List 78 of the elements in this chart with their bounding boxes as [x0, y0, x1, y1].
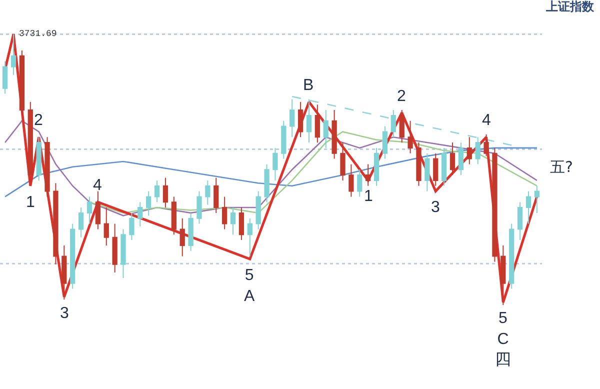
candlestick [374, 147, 380, 186]
candlestick [78, 207, 84, 238]
candlestick [450, 142, 456, 176]
candlestick [517, 202, 523, 241]
candlestick [86, 196, 92, 224]
candlestick [500, 244, 506, 306]
candlestick [382, 126, 388, 160]
annotation: 1 [26, 194, 35, 211]
annotation: 4 [482, 112, 491, 129]
candlestick [509, 223, 514, 290]
candlestick [70, 223, 76, 290]
candlestick [36, 136, 42, 181]
candlestick [205, 180, 210, 206]
candlestick [424, 152, 430, 192]
candlestick [104, 207, 109, 246]
candlestick [214, 177, 219, 214]
annotation: 4 [93, 177, 102, 194]
candlestick [390, 110, 396, 138]
candlestick [526, 190, 532, 224]
candlestick [366, 164, 371, 186]
candlestick [534, 185, 540, 214]
candlestick [340, 142, 346, 181]
candlestick [484, 134, 489, 157]
candlestick [247, 218, 252, 257]
candlestick [357, 169, 362, 198]
candlestick [138, 202, 143, 227]
candlestick [348, 164, 354, 198]
annotation: 3 [431, 199, 440, 216]
text: 上证指数 [545, 0, 595, 14]
annotation: 3731.69 [19, 29, 57, 39]
candlestick [314, 104, 320, 144]
text: 五? [550, 158, 573, 176]
candlestick [180, 218, 185, 257]
candlestick [222, 196, 228, 230]
candlestick [230, 207, 236, 236]
annotation: 2 [397, 88, 406, 105]
candlestick [95, 190, 100, 230]
candlestick [154, 180, 160, 203]
candlestick [196, 190, 202, 224]
candlestick [290, 98, 295, 138]
candlestick [416, 142, 422, 186]
annotation: 5 C 四 [495, 310, 511, 369]
candlestick [146, 190, 152, 216]
candlestick [162, 177, 168, 208]
candlestick [238, 207, 244, 241]
candlestick [2, 60, 8, 94]
candlestick [188, 212, 194, 252]
candlestick [112, 223, 118, 274]
candlestick [281, 120, 286, 160]
candlestick [475, 136, 480, 165]
candlestick [272, 147, 278, 181]
candlestick [433, 152, 438, 186]
candlestick [306, 98, 312, 144]
annotation: 3 [60, 305, 69, 322]
candlestick [466, 136, 472, 165]
candlestick [408, 120, 413, 154]
candlestick [492, 147, 498, 262]
annotation: 2 [34, 112, 43, 129]
candlestick [53, 182, 58, 265]
candlestick [28, 101, 33, 184]
candlestick [332, 110, 337, 160]
annotation: 5 A [244, 267, 255, 305]
candlestick [399, 110, 404, 144]
candlestick [129, 212, 134, 241]
annotation: B [303, 77, 314, 94]
candlestick [442, 147, 447, 186]
candlestick [264, 164, 270, 203]
candlestick [298, 101, 304, 138]
candlestick [120, 228, 126, 278]
candlestick [62, 244, 67, 300]
candlestick [44, 136, 50, 198]
annotation: 1 [364, 188, 373, 205]
candlestick [256, 190, 261, 230]
candlestick [458, 142, 464, 176]
candlestick [10, 34, 16, 76]
candlestick [323, 110, 328, 148]
candlestick [171, 196, 176, 236]
candlestick [19, 50, 25, 116]
